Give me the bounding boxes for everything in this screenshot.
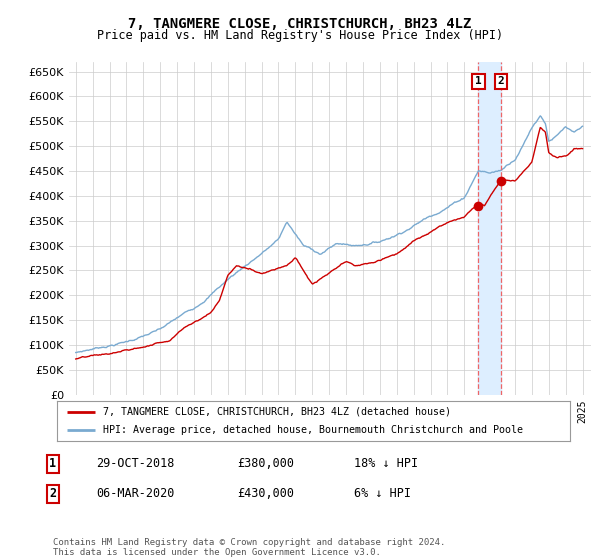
Text: HPI: Average price, detached house, Bournemouth Christchurch and Poole: HPI: Average price, detached house, Bour… [103, 426, 523, 435]
Text: £430,000: £430,000 [237, 487, 294, 501]
Text: 6% ↓ HPI: 6% ↓ HPI [354, 487, 411, 501]
Text: 29-OCT-2018: 29-OCT-2018 [96, 457, 175, 470]
Text: 2: 2 [49, 487, 56, 501]
Text: 2: 2 [497, 77, 505, 86]
Text: £380,000: £380,000 [237, 457, 294, 470]
Text: Contains HM Land Registry data © Crown copyright and database right 2024.
This d: Contains HM Land Registry data © Crown c… [53, 538, 445, 557]
Text: 7, TANGMERE CLOSE, CHRISTCHURCH, BH23 4LZ: 7, TANGMERE CLOSE, CHRISTCHURCH, BH23 4L… [128, 17, 472, 31]
Text: 06-MAR-2020: 06-MAR-2020 [96, 487, 175, 501]
Text: 7, TANGMERE CLOSE, CHRISTCHURCH, BH23 4LZ (detached house): 7, TANGMERE CLOSE, CHRISTCHURCH, BH23 4L… [103, 407, 451, 417]
Bar [478, 62, 501, 395]
Text: 1: 1 [475, 77, 482, 86]
Text: 18% ↓ HPI: 18% ↓ HPI [354, 457, 418, 470]
Text: 1: 1 [49, 457, 56, 470]
Text: Price paid vs. HM Land Registry's House Price Index (HPI): Price paid vs. HM Land Registry's House … [97, 29, 503, 42]
